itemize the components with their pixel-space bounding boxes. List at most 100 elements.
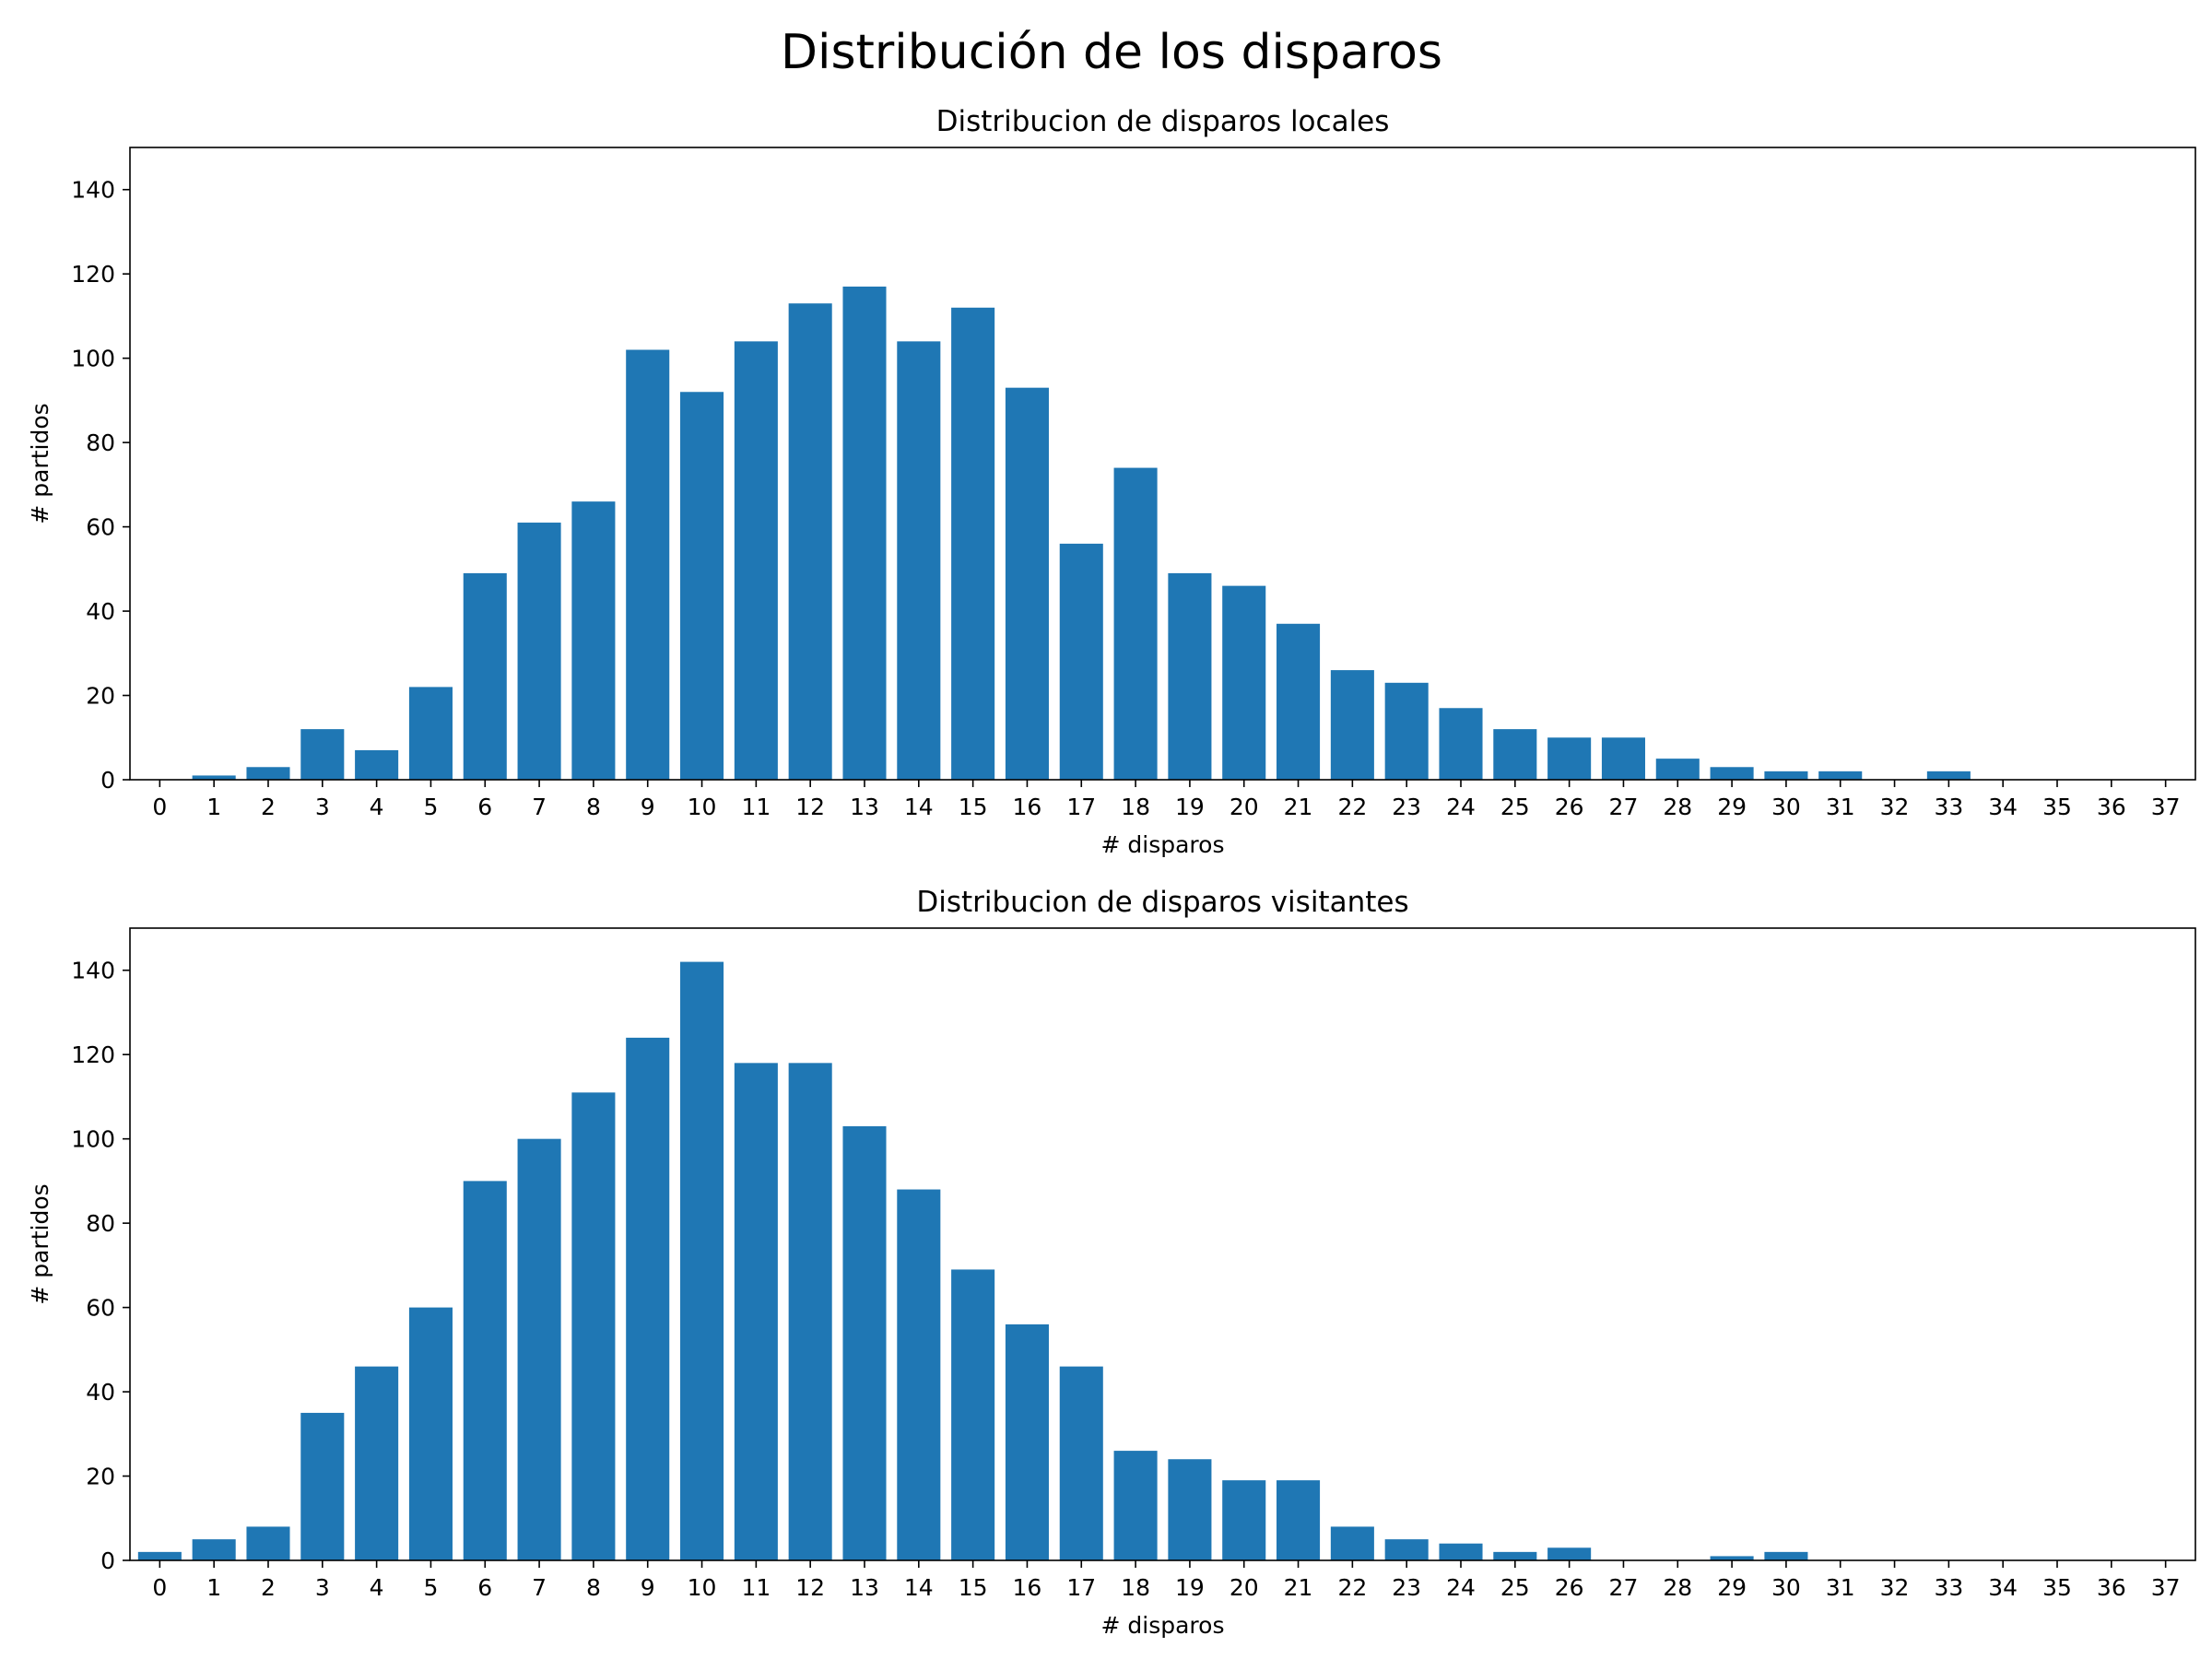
chart2-ylabel: # partidos (27, 1183, 53, 1304)
chart1-bar-31 (1818, 771, 1863, 780)
chart1-xtick-label-0: 0 (152, 794, 167, 820)
chart1-xtick-label-35: 35 (2042, 794, 2072, 820)
chart1-xtick-label-9: 9 (641, 794, 655, 820)
chart1-bar-9 (626, 349, 670, 780)
chart2-bar-11 (734, 1063, 778, 1560)
chart2-xtick-label-3: 3 (315, 1574, 330, 1601)
chart1-ytick-label-80: 80 (86, 429, 115, 456)
chart1-xtick-label-17: 17 (1066, 794, 1096, 820)
chart1-xtick-label-1: 1 (206, 794, 221, 820)
chart1-xtick-label-23: 23 (1392, 794, 1421, 820)
chart1-xtick-label-12: 12 (795, 794, 825, 820)
chart1-xtick-label-18: 18 (1121, 794, 1150, 820)
chart2-bar-14 (897, 1189, 941, 1560)
chart2-bar-8 (571, 1092, 616, 1560)
chart2-ytick-label-20: 20 (86, 1464, 115, 1490)
chart1-xtick-label-13: 13 (850, 794, 879, 820)
chart2-ytick-label-120: 120 (71, 1041, 115, 1068)
chart2-xtick-label-18: 18 (1121, 1574, 1150, 1601)
chart2-xtick-label-17: 17 (1066, 1574, 1096, 1601)
chart2-bar-30 (1764, 1551, 1808, 1560)
chart1-xtick-label-14: 14 (904, 794, 934, 820)
chart2-xtick-label-33: 33 (1934, 1574, 1963, 1601)
chart1-bar-24 (1439, 708, 1483, 780)
chart1-xtick-label-24: 24 (1446, 794, 1476, 820)
chart2-bar-12 (788, 1063, 832, 1560)
chart1-xtick-label-19: 19 (1175, 794, 1205, 820)
chart2-bar-18 (1113, 1451, 1158, 1560)
chart1-bar-29 (1710, 767, 1754, 780)
chart1-bar-22 (1330, 670, 1374, 780)
chart1-ylabel: # partidos (27, 403, 53, 524)
chart1-xtick-label-27: 27 (1609, 794, 1639, 820)
chart2-xtick-label-27: 27 (1609, 1574, 1639, 1601)
chart1-bar-17 (1059, 543, 1103, 780)
chart1-xtick-label-2: 2 (261, 794, 276, 820)
chart1-bar-27 (1601, 737, 1645, 780)
chart2-xtick-label-35: 35 (2042, 1574, 2072, 1601)
chart1-bar-3 (300, 729, 345, 780)
chart2-ytick-label-80: 80 (86, 1210, 115, 1237)
chart1-ytick-label-40: 40 (86, 598, 115, 625)
chart2-xtick-label-37: 37 (2151, 1574, 2181, 1601)
chart1-bar-6 (463, 572, 507, 780)
chart2-xtick-label-28: 28 (1663, 1574, 1692, 1601)
chart1-xtick-label-32: 32 (1880, 794, 1910, 820)
chart1-xtick-label-30: 30 (1771, 794, 1801, 820)
chart1-ytick-label-60: 60 (86, 514, 115, 541)
chart1-xtick-label-4: 4 (370, 794, 384, 820)
chart2-bar-29 (1710, 1556, 1754, 1560)
chart2-bar-13 (842, 1125, 887, 1560)
chart1-xtick-label-21: 21 (1284, 794, 1313, 820)
chart2-ytick-label-0: 0 (100, 1547, 115, 1574)
chart1-bar-13 (842, 286, 887, 780)
chart2-xtick-label-4: 4 (370, 1574, 384, 1601)
chart2-bar-4 (355, 1366, 399, 1560)
chart2-xtick-label-21: 21 (1284, 1574, 1313, 1601)
chart1-axes-frame (129, 147, 2196, 781)
chart1-bar-19 (1168, 572, 1212, 780)
chart1-xtick-label-22: 22 (1337, 794, 1367, 820)
chart1-ytick-label-0: 0 (100, 767, 115, 794)
chart2-bar-2 (246, 1526, 290, 1560)
chart2-xtick-label-24: 24 (1446, 1574, 1476, 1601)
chart2-ytick-label-40: 40 (86, 1379, 115, 1406)
chart2-xtick-label-6: 6 (477, 1574, 492, 1601)
chart2-xtick-label-34: 34 (1988, 1574, 2018, 1601)
chart1-xtick-label-10: 10 (688, 794, 717, 820)
chart2-bar-16 (1005, 1324, 1049, 1560)
chart1-bar-12 (788, 303, 832, 780)
chart2-xtick-label-22: 22 (1337, 1574, 1367, 1601)
chart2-xtick-label-29: 29 (1717, 1574, 1747, 1601)
chart2-xtick-label-0: 0 (152, 1574, 167, 1601)
chart1-xtick-label-3: 3 (315, 794, 330, 820)
chart2-ytick-label-140: 140 (71, 958, 115, 984)
chart2-xtick-label-9: 9 (641, 1574, 655, 1601)
chart1-xtick-label-8: 8 (586, 794, 601, 820)
chart1-xtick-label-15: 15 (959, 794, 988, 820)
chart2-bar-15 (951, 1269, 995, 1560)
chart1-bar-15 (951, 307, 995, 781)
chart1-bar-7 (517, 523, 561, 780)
chart2-bar-20 (1222, 1480, 1266, 1560)
chart1-title: Distribucion de disparos locales (936, 105, 1390, 138)
chart1-bar-30 (1764, 771, 1808, 780)
chart2-bar-23 (1384, 1539, 1429, 1560)
chart1-xtick-label-16: 16 (1013, 794, 1042, 820)
chart2-xtick-label-25: 25 (1500, 1574, 1530, 1601)
chart1-xtick-label-20: 20 (1230, 794, 1259, 820)
chart2-xtick-label-11: 11 (741, 1574, 771, 1601)
chart1-xtick-label-33: 33 (1934, 794, 1963, 820)
chart2-ytick-label-60: 60 (86, 1295, 115, 1322)
chart2-bar-21 (1277, 1480, 1321, 1560)
chart2-xtick-label-20: 20 (1230, 1574, 1259, 1601)
chart1-xtick-label-28: 28 (1663, 794, 1692, 820)
chart2-bar-1 (192, 1539, 236, 1560)
chart1-bar-14 (897, 341, 941, 780)
chart1-bar-21 (1277, 623, 1321, 780)
chart2-bar-17 (1059, 1366, 1103, 1560)
chart2-xtick-label-1: 1 (206, 1574, 221, 1601)
chart2-xtick-label-32: 32 (1880, 1574, 1910, 1601)
chart1-xtick-label-26: 26 (1555, 794, 1584, 820)
chart2-bar-10 (680, 961, 724, 1560)
